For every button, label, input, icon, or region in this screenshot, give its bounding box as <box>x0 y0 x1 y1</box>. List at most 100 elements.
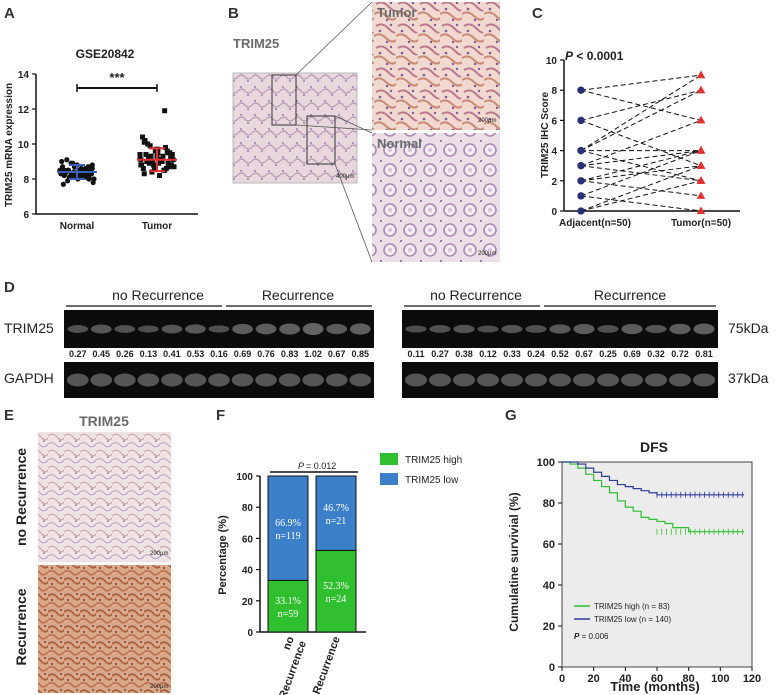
panel-c-pair-line <box>580 150 702 197</box>
panel-b-scale-low: 400μm <box>336 174 354 180</box>
panel-a-ytick-label: 6 <box>23 210 29 221</box>
panel-d-value: 0.25 <box>599 349 617 359</box>
panel-b-label: TRIM25 <box>233 36 279 51</box>
panel-f-pvalue-p: P <box>298 461 304 471</box>
panel-d-value: 0.27 <box>69 349 87 359</box>
panel-d-trim25-band <box>232 323 253 335</box>
panel-f-letter: F <box>216 407 225 424</box>
panel-c-pair-line <box>580 74 702 152</box>
panel-a-point <box>164 148 170 154</box>
panel-d-value: 0.67 <box>575 349 593 359</box>
panel-g-xtick-label: 40 <box>619 673 631 685</box>
panel-a-point <box>148 153 154 159</box>
panel-d-value: 0.85 <box>351 349 369 359</box>
panel-d-gapdh-band <box>302 373 324 387</box>
panel-d-trim25-band <box>90 324 112 334</box>
panel-g-letter: G <box>505 407 517 424</box>
panel-c-adjacent-point <box>577 177 585 185</box>
panel-a-ylabel: TRIM25 mRNA expression <box>4 83 15 207</box>
panel-a-point <box>167 150 173 156</box>
panel-c-letter: C <box>532 5 543 22</box>
panel-d-value: 0.69 <box>234 349 252 359</box>
panel-f-xtick-label-line: no <box>281 635 297 652</box>
panel-d-trim25-band <box>597 325 619 333</box>
panel-c-pair-line <box>580 119 702 167</box>
panel-b-tumor-box <box>271 74 297 126</box>
panel-a-point <box>91 176 97 182</box>
panel-d-value: 0.69 <box>623 349 641 359</box>
panel-c-pvalue-rest: < 0.0001 <box>573 49 624 63</box>
panel-g-ytick-label: 40 <box>543 580 555 592</box>
panel-f-ytick-label: 80 <box>242 503 254 514</box>
panel-d-gapdh-band <box>500 373 524 387</box>
panel-a-point <box>171 164 177 170</box>
panel-a-point <box>89 165 95 172</box>
panel-c-ytick-label: 4 <box>551 147 557 158</box>
panel-f-legend-low: TRIM25 low <box>405 475 459 486</box>
panel-a-point <box>64 157 70 163</box>
panel-a-point <box>150 159 156 164</box>
panel-d-value: 0.72 <box>671 349 689 359</box>
panel-d-gapdh-band <box>452 373 476 387</box>
panel-d-gapdh-band <box>90 373 113 387</box>
panel-d-value: 0.27 <box>431 349 449 359</box>
panel-d-kda37: 37kDa <box>728 370 769 386</box>
panel-g-pvalue-rest: = 0.006 <box>579 632 609 641</box>
panel-d-trim25-band <box>349 323 371 335</box>
panel-g-xtick-label: 20 <box>588 673 600 685</box>
panel-a-point <box>157 173 163 178</box>
panel-d-gapdh-band <box>620 373 644 387</box>
panel-d-gapdh-band <box>476 373 500 387</box>
panel-d-value: 0.33 <box>503 349 521 359</box>
panel-d-trim25-band <box>279 323 300 335</box>
panel-d-left-no-recurrence: no Recurrence <box>112 287 204 303</box>
panel-a-point <box>141 139 147 145</box>
panel-d-value: 1.02 <box>304 349 322 359</box>
panel-c-xtick-label: Adjacent(n=50) <box>559 218 631 229</box>
panel-d-blot-gapdh-right <box>402 362 718 398</box>
panel-a-point <box>166 164 172 170</box>
panel-b-tumor-label: Tumor <box>377 5 416 20</box>
panel-c-tumor-point <box>696 70 706 79</box>
panel-d-gapdh-band <box>114 373 136 387</box>
panel-d-value: 0.16 <box>210 349 228 359</box>
panel-d-value: 0.53 <box>187 349 205 359</box>
panel-g-legend-high: TRIM25 high (n = 83) <box>594 602 670 611</box>
panel-d-gapdh-band <box>278 373 301 387</box>
panel-c-pair-line <box>580 74 702 91</box>
panel-f-ylabel: Percentage (%) <box>217 515 229 595</box>
panel-f-bar-low-count: n=21 <box>326 516 347 527</box>
panel-c-adjacent-point <box>577 162 585 170</box>
panel-b-normal-label: Normal <box>377 136 422 151</box>
panel-f-bar-high-pct: 33.1% <box>275 596 301 607</box>
panel-f-legend-high: TRIM25 high <box>405 455 462 466</box>
panel-c-adjacent-point <box>577 147 585 155</box>
panel-e-recurrence: Recurrence <box>13 588 29 665</box>
panel-d-kda75: 75kDa <box>728 320 769 336</box>
panel-d-trim25-band <box>302 322 324 336</box>
panel-c-tumor-point <box>696 191 706 199</box>
panel-a-point <box>168 155 174 161</box>
panel-d-trim25-band <box>114 325 136 333</box>
panel-d-gapdh-band <box>255 373 277 387</box>
panel-c-tumor-point <box>696 206 706 214</box>
panel-g-xtick-label: 60 <box>651 673 663 685</box>
panel-g-xtick-label: 120 <box>743 673 761 685</box>
panel-d-value: 0.41 <box>163 349 181 359</box>
panel-a-point <box>145 141 151 147</box>
panel-b-normal-image <box>372 133 500 262</box>
panel-a-point <box>163 145 168 150</box>
panel-a-point <box>163 166 169 171</box>
panel-g-ylabel: Cumulatine survivial (%) <box>507 492 521 631</box>
panel-c-pair-line <box>580 150 702 182</box>
panel-g-legend: TRIM25 high (n = 83) TRIM25 low (n = 140… <box>574 602 671 641</box>
panel-c-tumor-point <box>696 85 706 94</box>
panel-d-value: 0.12 <box>479 349 497 359</box>
panel-a-point <box>60 181 66 187</box>
panel-c-pvalue: P < 0.0001 <box>565 49 624 63</box>
panel-c-pairs <box>577 70 706 215</box>
panel-d-trim25-band <box>405 325 427 333</box>
panel-a-ytick-label: 12 <box>18 105 30 116</box>
panel-d-gapdh-band <box>692 373 716 387</box>
